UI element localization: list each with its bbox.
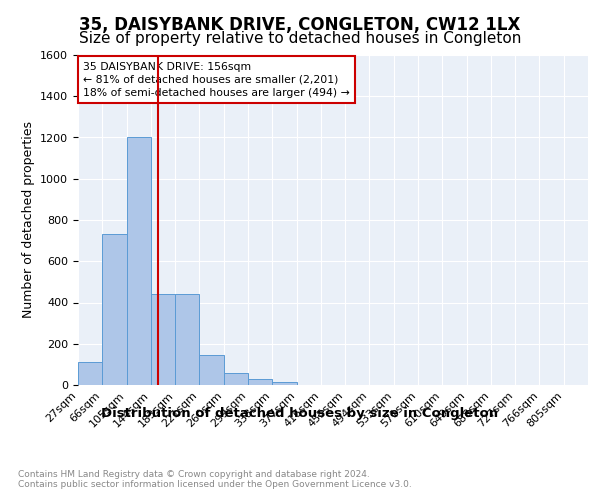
Text: Size of property relative to detached houses in Congleton: Size of property relative to detached ho…	[79, 31, 521, 46]
Text: 35, DAISYBANK DRIVE, CONGLETON, CW12 1LX: 35, DAISYBANK DRIVE, CONGLETON, CW12 1LX	[79, 16, 521, 34]
Text: 35 DAISYBANK DRIVE: 156sqm
← 81% of detached houses are smaller (2,201)
18% of s: 35 DAISYBANK DRIVE: 156sqm ← 81% of deta…	[83, 62, 350, 98]
Bar	[102, 234, 127, 385]
Y-axis label: Number of detached properties: Number of detached properties	[22, 122, 35, 318]
Bar	[78, 362, 102, 385]
Bar	[175, 294, 199, 385]
Bar	[272, 382, 296, 385]
Text: Contains HM Land Registry data © Crown copyright and database right 2024.
Contai: Contains HM Land Registry data © Crown c…	[18, 470, 412, 490]
Bar	[248, 379, 272, 385]
Bar	[151, 294, 175, 385]
Bar	[224, 373, 248, 385]
Bar	[199, 355, 224, 385]
Text: Distribution of detached houses by size in Congleton: Distribution of detached houses by size …	[101, 408, 499, 420]
Bar	[127, 138, 151, 385]
